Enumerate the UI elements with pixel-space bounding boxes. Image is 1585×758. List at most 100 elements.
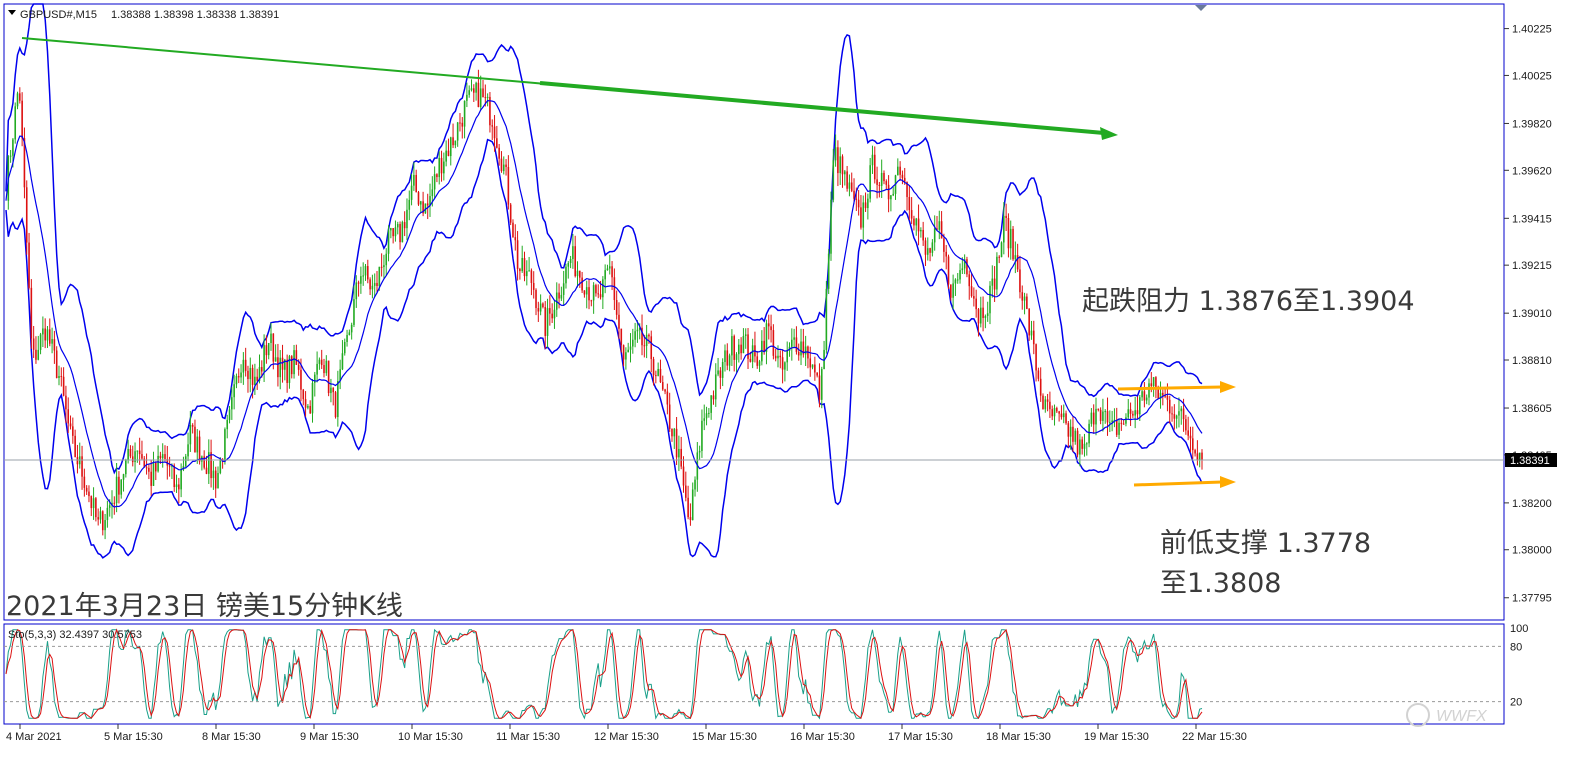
candle-body <box>749 358 752 362</box>
candle-body <box>134 451 136 463</box>
resistance-arrowhead <box>1220 381 1236 393</box>
candle-body <box>1189 435 1192 439</box>
candle-body <box>622 345 625 360</box>
time-tick-label: 17 Mar 15:30 <box>888 731 953 743</box>
candle-body <box>72 426 74 436</box>
candle-body <box>1162 392 1164 396</box>
trendline-arrowhead <box>1100 127 1118 140</box>
candle-body <box>996 256 998 290</box>
candle-body <box>638 327 641 330</box>
candle-body <box>58 376 60 378</box>
candle-body <box>357 282 360 284</box>
candle-body <box>632 339 634 347</box>
candle-body <box>106 507 109 521</box>
price-tick-label: 1.39820 <box>1512 118 1552 130</box>
resistance-arrow-line[interactable] <box>1117 385 1223 391</box>
candle-body <box>85 487 88 492</box>
candle-body <box>249 367 252 380</box>
candle-body <box>323 365 325 374</box>
candle-body <box>682 466 685 486</box>
candle-body <box>747 334 749 359</box>
candle-body <box>910 210 913 219</box>
candle-body <box>922 229 924 241</box>
candle-body <box>274 357 277 362</box>
candle-body <box>970 286 973 297</box>
candle-body <box>500 158 503 172</box>
candle-body <box>1090 412 1093 424</box>
candle-body <box>1056 408 1058 412</box>
candle-body <box>55 350 58 378</box>
candle-body <box>853 190 855 199</box>
candle-body <box>791 339 793 347</box>
candle-body <box>463 100 466 127</box>
candle-body <box>1196 453 1199 461</box>
candle-body <box>14 106 17 140</box>
candle-body <box>366 266 369 280</box>
candle-body <box>311 382 314 414</box>
stochastic-d-line <box>5 628 1203 720</box>
candle-body <box>509 204 512 223</box>
candle-body <box>1104 411 1107 413</box>
candle-body <box>629 346 632 350</box>
candle-body <box>585 287 588 295</box>
candle-body <box>1155 377 1157 390</box>
candle-body <box>1129 409 1132 414</box>
candle-body <box>1035 344 1037 371</box>
candle-body <box>1173 414 1176 419</box>
candle-body <box>1042 395 1044 410</box>
candle-body <box>1113 419 1116 421</box>
candle-body <box>551 313 553 319</box>
candle-body <box>899 166 901 175</box>
candlesticks <box>7 69 1203 540</box>
candle-body <box>650 336 653 360</box>
candle-body <box>846 171 848 189</box>
candle-body <box>461 122 464 127</box>
candle-body <box>337 380 339 418</box>
candle-body <box>576 270 579 277</box>
candle-body <box>88 491 90 497</box>
candle-body <box>277 357 279 378</box>
main-plot-area[interactable] <box>3 3 1505 621</box>
scroll-marker-icon[interactable] <box>1195 5 1207 11</box>
candle-body <box>657 368 659 376</box>
candle-body <box>648 334 650 337</box>
candle-body <box>666 391 669 405</box>
candle-body <box>880 172 883 186</box>
candle-body <box>401 222 404 243</box>
candle-body <box>1023 296 1026 301</box>
candle-body <box>369 279 371 290</box>
current-price-label: 1.38391 <box>1510 455 1550 467</box>
candle-body <box>595 285 597 294</box>
candle-body <box>44 328 46 341</box>
candle-body <box>839 156 842 174</box>
stochastic-plot-area[interactable] <box>3 623 1505 725</box>
candle-body <box>1037 370 1040 379</box>
candle-body <box>938 221 941 230</box>
candle-body <box>475 82 477 93</box>
candle-body <box>915 218 918 226</box>
candle-body <box>120 479 123 495</box>
price-tick-label: 1.40225 <box>1512 24 1552 36</box>
candle-body <box>25 187 28 243</box>
candle-body <box>171 465 173 467</box>
candle-body <box>728 355 731 366</box>
candle-body <box>1120 422 1123 424</box>
candle-body <box>164 454 166 460</box>
candle-body <box>60 376 63 378</box>
candle-body <box>187 444 189 457</box>
candle-body <box>152 462 155 486</box>
candle-body <box>390 228 392 231</box>
support-arrow-line[interactable] <box>1133 480 1223 487</box>
candle-body <box>565 266 567 284</box>
candle-body <box>247 370 249 380</box>
dropdown-triangle-icon[interactable] <box>8 10 16 15</box>
candle-body <box>1009 228 1012 249</box>
candle-body <box>514 237 517 241</box>
candle-body <box>28 242 30 288</box>
candle-body <box>67 409 70 424</box>
candle-body <box>69 423 72 427</box>
candle-body <box>664 389 666 392</box>
candle-body <box>148 467 150 472</box>
candle-body <box>521 258 523 272</box>
